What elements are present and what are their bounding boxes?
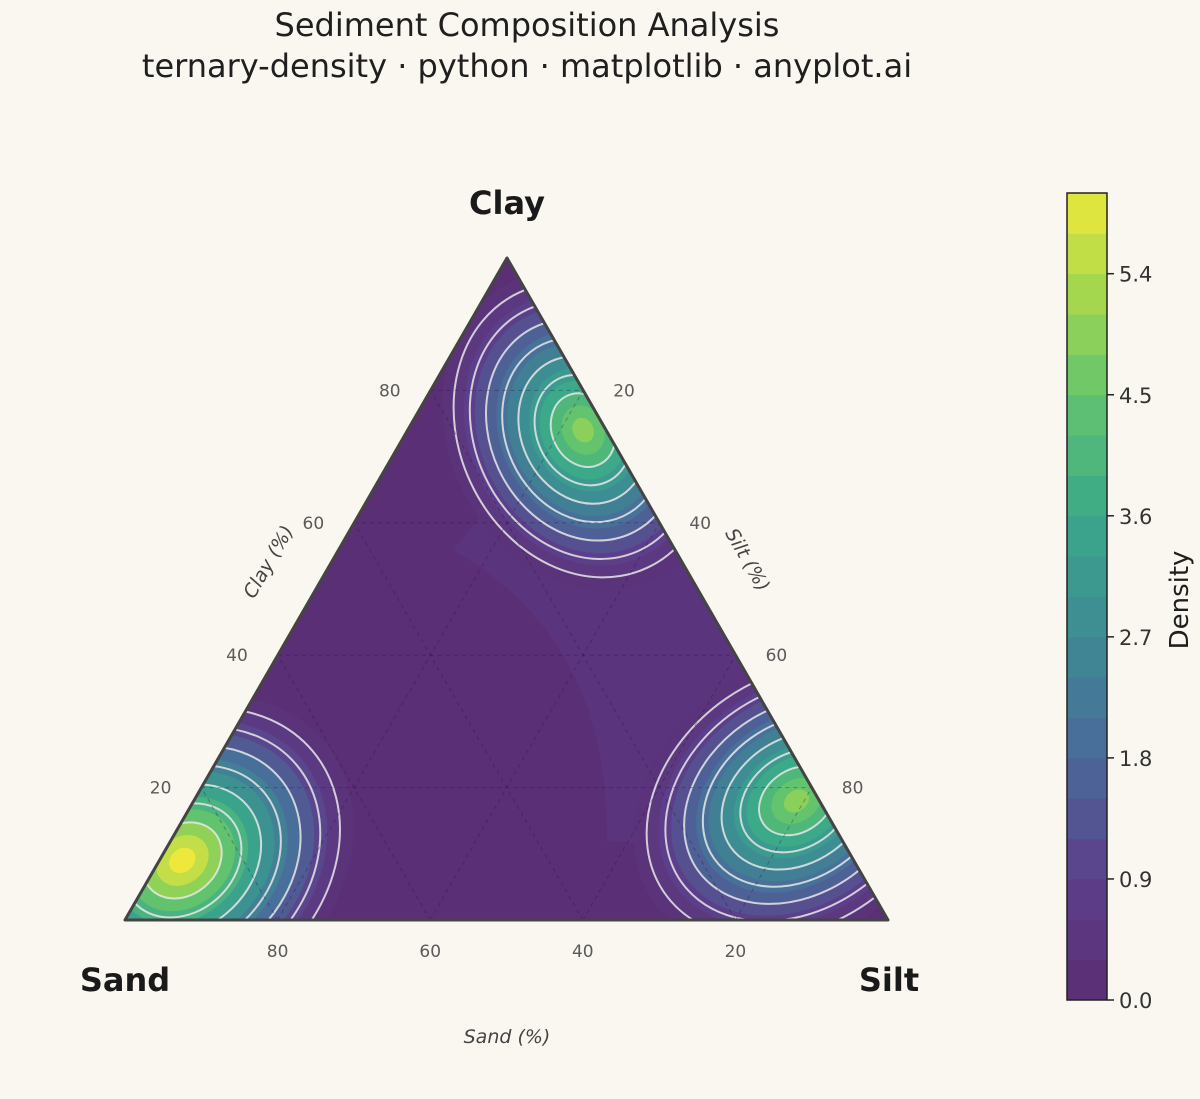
colorbar-tick-label: 3.6 bbox=[1119, 505, 1152, 529]
colorbar-band bbox=[1067, 596, 1107, 638]
vertex-label-clay: Clay bbox=[469, 184, 545, 222]
colorbar: 0.0 0.9 1.8 2.7 3.6 4.5 5.4 Density bbox=[1066, 192, 1195, 1013]
vertex-label-sand: Sand bbox=[80, 961, 170, 999]
contour-line bbox=[125, 726, 322, 920]
colorbar-tick-label: 2.7 bbox=[1119, 626, 1152, 650]
triangle-grid bbox=[200, 389, 813, 921]
colorbar-ticks: 0.0 0.9 1.8 2.7 3.6 4.5 5.4 bbox=[1107, 263, 1152, 1013]
colorbar-band bbox=[1067, 475, 1107, 517]
contour-line bbox=[683, 696, 888, 905]
density-band bbox=[783, 789, 810, 813]
colorbar-band bbox=[1067, 273, 1107, 315]
colorbar-tick-label: 0.0 bbox=[1119, 989, 1152, 1013]
colorbar-band bbox=[1067, 354, 1107, 396]
grid-line-silt bbox=[582, 654, 737, 921]
clay-tick-label: 80 bbox=[379, 381, 401, 401]
grid-line-silt bbox=[734, 787, 813, 921]
chart-subtitle: ternary-density · python · matplotlib · … bbox=[142, 47, 912, 85]
colorbar-band bbox=[1067, 193, 1107, 234]
chart-title: Sediment Composition Analysis bbox=[275, 6, 780, 44]
colorbar-band bbox=[1067, 556, 1107, 597]
silt-axis-title: Silt (%) bbox=[720, 525, 774, 596]
contour-line bbox=[664, 679, 888, 920]
grid-line-sand bbox=[200, 787, 279, 921]
colorbar-band bbox=[1067, 878, 1107, 920]
contour-line bbox=[125, 745, 302, 920]
colorbar-tick-label: 1.8 bbox=[1119, 747, 1152, 771]
clay-tick-label: 40 bbox=[226, 646, 248, 666]
colorbar-band bbox=[1067, 717, 1107, 759]
colorbar-band bbox=[1067, 677, 1107, 719]
colorbar-tick-label: 0.9 bbox=[1119, 868, 1152, 892]
colorbar-tick-label: 4.5 bbox=[1119, 384, 1152, 408]
contour-line bbox=[645, 662, 888, 920]
sand-tick-label: 40 bbox=[572, 942, 594, 962]
clay-axis-title: Clay (%) bbox=[239, 522, 298, 603]
silt-tick-label: 40 bbox=[689, 514, 711, 534]
silt-tick-label: 60 bbox=[766, 646, 788, 666]
contour-line bbox=[125, 707, 341, 920]
sand-axis-title: Sand (%) bbox=[464, 1026, 551, 1048]
triangle-frame bbox=[123, 256, 890, 922]
colorbar-frame bbox=[1066, 192, 1108, 1001]
vertex-label-silt: Silt bbox=[859, 961, 919, 999]
colorbar-band bbox=[1067, 515, 1107, 557]
density-band bbox=[572, 417, 595, 443]
sand-tick-label: 20 bbox=[725, 942, 747, 962]
colorbar-band bbox=[1067, 838, 1107, 880]
colorbar-band bbox=[1067, 394, 1107, 436]
colorbar-band bbox=[1067, 636, 1107, 678]
grid-line-sand bbox=[277, 654, 431, 921]
tick-labels: 20 40 60 80 20 40 60 80 80 60 40 20 bbox=[150, 381, 864, 962]
sand-tick-label: 60 bbox=[419, 942, 441, 962]
silt-tick-label: 20 bbox=[613, 381, 635, 401]
clay-tick-label: 20 bbox=[150, 779, 172, 799]
colorbar-band bbox=[1067, 757, 1107, 799]
colorbar-band bbox=[1067, 919, 1107, 961]
colorbar-band bbox=[1067, 798, 1107, 840]
colorbar-band bbox=[1067, 233, 1107, 275]
grid-line-sand bbox=[430, 390, 736, 921]
colorbar-band bbox=[1067, 959, 1107, 1001]
silt-tick-label: 80 bbox=[842, 779, 864, 799]
colorbar-band bbox=[1067, 435, 1107, 476]
sand-tick-label: 80 bbox=[267, 942, 289, 962]
clay-tick-label: 60 bbox=[303, 514, 325, 534]
colorbar-band bbox=[1067, 314, 1107, 355]
colorbar-bands bbox=[1067, 193, 1107, 1001]
colorbar-tick-label: 5.4 bbox=[1119, 263, 1152, 287]
density-band bbox=[169, 847, 196, 874]
grid-line-silt bbox=[277, 390, 584, 921]
colorbar-title: Density bbox=[1165, 551, 1195, 650]
